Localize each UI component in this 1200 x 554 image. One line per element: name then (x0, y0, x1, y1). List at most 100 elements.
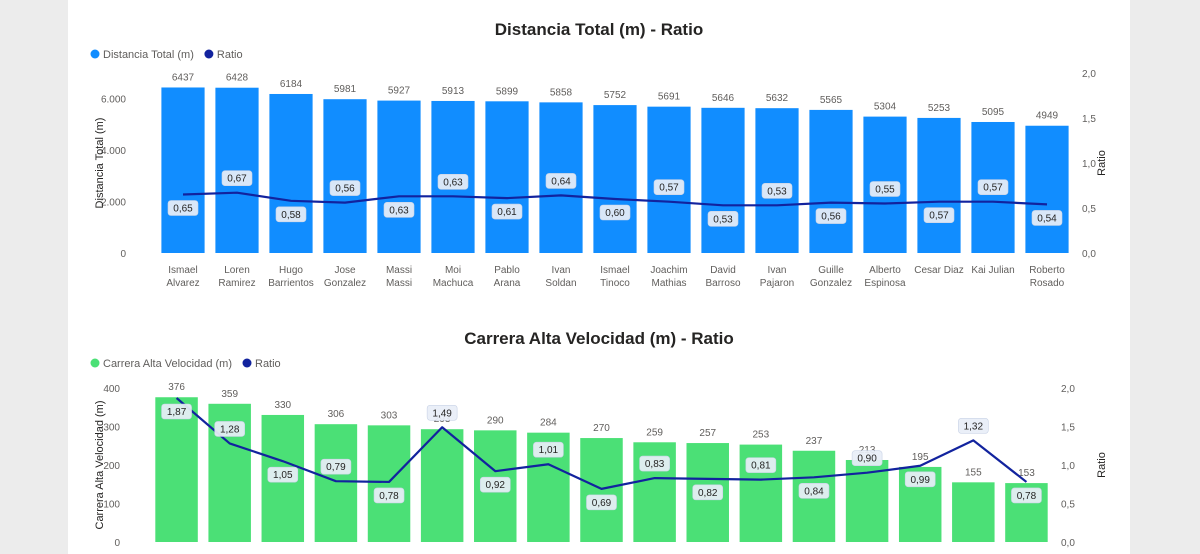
x-tick-label: Loren (224, 265, 250, 276)
ratio-value-label: 1,32 (964, 421, 984, 432)
bar-value-label: 270 (593, 423, 610, 434)
x-tick-label: Rosado (1030, 278, 1065, 289)
ratio-value-label: 0,64 (551, 176, 571, 187)
y2-tick-label: 0,5 (1082, 204, 1096, 215)
x-tick-label: Ramirez (218, 278, 255, 289)
y2-axis-title: Ratio (1096, 452, 1108, 478)
bar[interactable] (377, 100, 421, 253)
y-tick-label: 300 (103, 423, 120, 434)
ratio-line[interactable] (175, 397, 1028, 490)
x-tick-label: Massi (386, 265, 412, 276)
bar[interactable] (215, 87, 259, 253)
ratio-value-label: 0,56 (821, 212, 841, 223)
bar[interactable] (755, 108, 799, 253)
ratio-label-box (761, 183, 793, 199)
bar-value-label: 5981 (334, 84, 357, 95)
legend-marker-1[interactable] (242, 358, 252, 368)
ratio-label-box (214, 421, 245, 437)
ratio-label-box (1011, 487, 1042, 504)
bar-value-label: 155 (965, 467, 982, 478)
ratio-label-box (977, 179, 1009, 195)
bar-value-label: 376 (168, 382, 185, 393)
ratio-label-box (329, 180, 361, 196)
x-tick-label: Gonzalez (810, 278, 852, 289)
ratio-label-box (692, 484, 724, 501)
ratio-value-label: 0,84 (804, 486, 824, 497)
bar[interactable] (952, 482, 995, 542)
bar-value-label: 5899 (496, 86, 519, 97)
legend-marker-0[interactable] (90, 49, 100, 59)
bar[interactable] (323, 99, 367, 254)
ratio-value-label: 0,55 (875, 185, 895, 196)
ratio-value-label: 0,78 (1017, 491, 1037, 502)
bar[interactable] (580, 438, 623, 542)
x-tick-label: Cesar Diaz (914, 265, 963, 276)
bar[interactable] (809, 109, 853, 254)
x-tick-label: Pablo (494, 265, 520, 276)
ratio-label-box (815, 208, 847, 224)
y-axis-title: Carrera Alta Velocidad (m) (94, 401, 106, 530)
ratio-label-box (904, 471, 936, 488)
ratio-value-label: 0,92 (486, 480, 506, 491)
x-tick-label: Roberto (1029, 265, 1065, 276)
bar-value-label: 5095 (982, 107, 1005, 118)
bar[interactable] (367, 425, 411, 542)
report-canvas: Distancia Total (m) - Ratio Distancia Tot… (68, 0, 1130, 554)
bar[interactable] (420, 429, 464, 542)
y2-axis-title: Ratio (1096, 150, 1108, 176)
ratio-label-box (426, 404, 458, 421)
x-tick-label: Jose (334, 265, 356, 276)
ratio-value-label: 0,99 (910, 475, 930, 486)
ratio-label-box (167, 200, 199, 216)
bar-value-label: 195 (912, 452, 929, 463)
x-tick-label: Hugo (279, 265, 303, 276)
ratio-label-box (383, 202, 415, 218)
ratio-value-label: 1,87 (167, 407, 187, 418)
x-tick-label: Espinosa (864, 278, 906, 289)
ratio-line[interactable] (182, 191, 1048, 207)
y2-tick-label: 2,0 (1061, 384, 1075, 395)
bar[interactable] (314, 424, 358, 542)
y-tick-label: 200 (103, 461, 120, 472)
ratio-label-box (533, 441, 564, 458)
legend-marker-0[interactable] (90, 358, 100, 368)
bar-value-label: 5927 (388, 86, 411, 97)
chart-title: Distancia Total (m) - Ratio (495, 20, 703, 39)
bar-value-label: 253 (753, 430, 770, 441)
bar-value-label: 290 (487, 415, 504, 426)
ratio-label-box (437, 174, 469, 190)
x-tick-label: Mathias (651, 278, 686, 289)
x-tick-label: Gonzalez (324, 278, 366, 289)
x-tick-label: Ismael (600, 265, 629, 276)
bar[interactable] (485, 101, 529, 253)
bar[interactable] (593, 105, 637, 253)
bar-value-label: 4949 (1036, 111, 1059, 122)
chart-title: Carrera Alta Velocidad (m) - Ratio (464, 329, 734, 348)
bar[interactable] (269, 93, 313, 254)
y-tick-label: 6.000 (101, 95, 126, 106)
bar-value-label: 237 (806, 436, 823, 447)
ratio-value-label: 0,57 (983, 183, 1003, 194)
bar[interactable] (155, 397, 198, 542)
ratio-label-box (479, 476, 511, 493)
legend-marker-1[interactable] (204, 49, 214, 59)
bar-value-label: 284 (540, 418, 557, 429)
bar[interactable] (917, 117, 961, 254)
bar-value-label: 303 (381, 410, 398, 421)
bar[interactable] (701, 107, 745, 254)
bar[interactable] (1025, 125, 1069, 253)
bar-value-label: 5691 (658, 92, 681, 103)
ratio-label-box (267, 466, 299, 483)
bar-value-label: 6428 (226, 73, 249, 84)
legend-label-1: Ratio (255, 358, 281, 370)
bar-value-label: 5913 (442, 86, 465, 97)
ratio-value-label: 0,63 (389, 205, 409, 216)
ratio-value-label: 0,61 (497, 207, 517, 218)
ratio-label-box (373, 487, 405, 504)
ratio-value-label: 0,83 (645, 459, 665, 470)
y2-tick-label: 1,5 (1061, 423, 1075, 434)
ratio-label-box (320, 458, 352, 475)
bar-value-label: 5632 (766, 93, 789, 104)
bar-value-label: 5253 (928, 103, 951, 114)
bar[interactable] (161, 87, 205, 253)
